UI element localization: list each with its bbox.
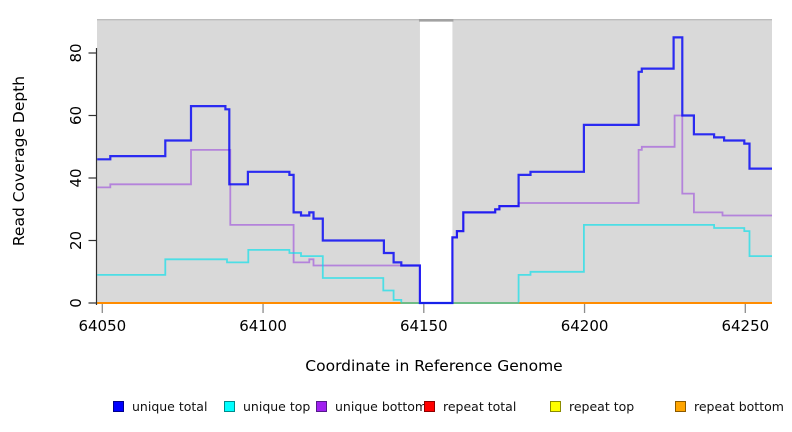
x-tick-label: 64200 <box>561 317 609 335</box>
series-unique-top-line <box>97 224 772 304</box>
coverage-plot: 0 20 40 60 80 64050 64100 64150 64200 64250 Coord… <box>10 18 772 375</box>
coverage-gap-band <box>419 21 453 303</box>
x-tick-label: 64050 <box>78 317 126 335</box>
legend-item-unique-bottom: unique bottom <box>316 397 427 415</box>
legend-label: repeat bottom <box>694 398 784 414</box>
repeat-bottom-swatch-icon <box>675 400 686 412</box>
legend-label: unique top <box>243 398 311 414</box>
legend-label: unique bottom <box>335 398 428 414</box>
y-tick-label: 20 <box>67 231 85 250</box>
repeat-top-swatch-icon <box>550 400 561 412</box>
y-tick-label: 60 <box>67 106 85 125</box>
legend-item-unique-total: unique total <box>113 397 207 415</box>
unique-top-swatch-icon <box>224 400 235 412</box>
unique-bottom-swatch-icon <box>316 400 327 412</box>
legend-item-repeat-total: repeat total <box>424 397 516 415</box>
y-tick-label: 40 <box>67 168 85 187</box>
x-tick-label: 64150 <box>400 317 448 335</box>
legend: unique total unique top unique bottom re… <box>0 397 792 419</box>
y-axis-title: Read Coverage Depth <box>10 76 28 246</box>
legend-label: repeat total <box>443 398 517 414</box>
legend-label: unique total <box>132 398 208 414</box>
x-tick-label: 64250 <box>721 317 769 335</box>
y-tick-label: 80 <box>67 43 85 62</box>
x-tick-label: 64100 <box>239 317 287 335</box>
legend-item-unique-top: unique top <box>224 397 310 415</box>
repeat-total-swatch-icon <box>424 400 435 412</box>
legend-label: repeat top <box>569 398 635 414</box>
series-unique-total-line <box>97 36 772 305</box>
legend-item-repeat-top: repeat top <box>550 397 634 415</box>
y-tick-label: 0 <box>67 298 85 308</box>
legend-item-repeat-bottom: repeat bottom <box>675 397 784 415</box>
x-axis-title: Coordinate in Reference Genome <box>305 357 562 375</box>
unique-total-swatch-icon <box>113 400 124 412</box>
